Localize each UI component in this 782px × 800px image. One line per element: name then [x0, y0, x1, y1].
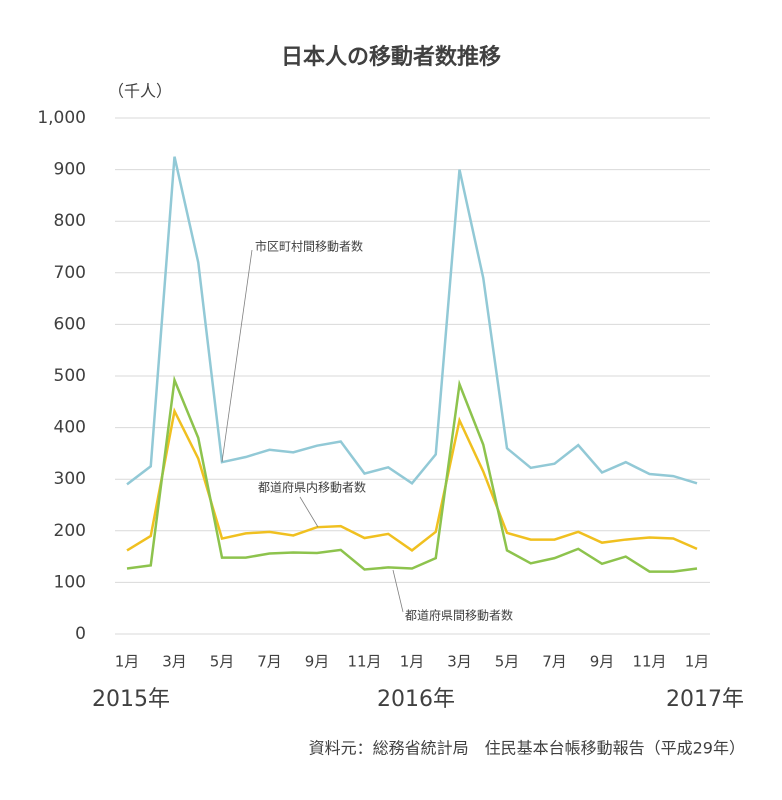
- y-tick-label: 200: [54, 521, 86, 541]
- x-tick-label: 3月: [447, 653, 472, 671]
- y-tick-label: 0: [75, 624, 86, 644]
- chart-title: 日本人の移動者数推移: [281, 44, 501, 70]
- series-line: [126, 156, 698, 486]
- x-tick-label: 1月: [115, 653, 140, 671]
- y-tick-label: 400: [54, 418, 86, 438]
- x-tick-label: 7月: [257, 653, 282, 671]
- y-tick-label: 300: [54, 469, 86, 489]
- year-label: 2016年: [377, 687, 455, 712]
- y-tick-label: 1,000: [37, 108, 86, 128]
- y-tick-label: 700: [54, 263, 86, 283]
- x-tick-label: 3月: [162, 653, 187, 671]
- series-label: 都道府県間移動者数: [405, 608, 513, 623]
- x-tick-label: 1月: [400, 653, 425, 671]
- x-tick-label: 11月: [632, 653, 666, 671]
- source: 資料元：総務省統計局 住民基本台帳移動報告（平成29年）: [309, 739, 745, 758]
- y-tick-label: 100: [54, 572, 86, 592]
- x-tick-label: 1月: [685, 653, 710, 671]
- y-tick-label: 800: [54, 211, 86, 231]
- x-tick-label: 9月: [305, 653, 330, 671]
- year-label: 2017年: [666, 687, 744, 712]
- x-tick-label: 9月: [590, 653, 615, 671]
- series-line: [126, 375, 698, 573]
- leader-line: [299, 496, 319, 528]
- leader-line: [392, 569, 404, 613]
- x-tick-label: 5月: [210, 653, 235, 671]
- year-label: 2015年: [92, 687, 170, 712]
- leader-line: [221, 249, 253, 463]
- y-tick-label: 600: [54, 314, 86, 334]
- x-tick-label: 5月: [495, 653, 520, 671]
- series-label: 都道府県内移動者数: [258, 480, 366, 495]
- x-tick-label: 7月: [542, 653, 567, 671]
- y-tick-label: 500: [54, 366, 86, 386]
- y-unit: （千人）: [108, 82, 172, 101]
- y-tick-label: 900: [54, 160, 86, 180]
- series-line: [126, 407, 698, 552]
- x-tick-label: 11月: [347, 653, 381, 671]
- series-label: 市区町村間移動者数: [255, 239, 363, 254]
